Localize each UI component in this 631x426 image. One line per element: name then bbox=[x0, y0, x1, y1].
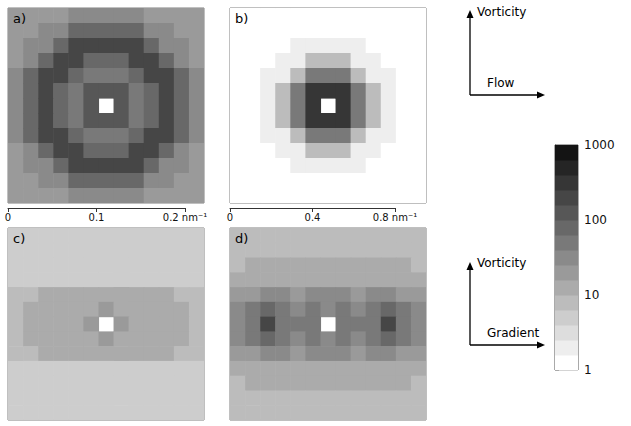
svg-text:1000: 1000 bbox=[584, 138, 615, 152]
svg-text:0: 0 bbox=[227, 212, 233, 223]
svg-text:0: 0 bbox=[5, 212, 11, 223]
svg-text:Vorticity: Vorticity bbox=[477, 5, 526, 19]
svg-text:0.4: 0.4 bbox=[305, 212, 321, 223]
svg-text:Flow: Flow bbox=[487, 76, 515, 90]
svg-text:100: 100 bbox=[584, 213, 607, 227]
svg-text:0.2 nm⁻¹: 0.2 nm⁻¹ bbox=[163, 212, 207, 223]
svg-text:10: 10 bbox=[584, 288, 599, 302]
svg-text:b): b) bbox=[235, 11, 248, 26]
svg-text:d): d) bbox=[235, 231, 248, 246]
svg-text:1: 1 bbox=[584, 363, 592, 377]
svg-text:0.8 nm⁻¹: 0.8 nm⁻¹ bbox=[373, 212, 417, 223]
svg-text:0.1: 0.1 bbox=[89, 212, 105, 223]
svg-text:c): c) bbox=[13, 231, 25, 246]
svg-text:Gradient: Gradient bbox=[487, 326, 540, 340]
svg-text:a): a) bbox=[13, 11, 26, 26]
svg-text:Vorticity: Vorticity bbox=[477, 256, 526, 270]
